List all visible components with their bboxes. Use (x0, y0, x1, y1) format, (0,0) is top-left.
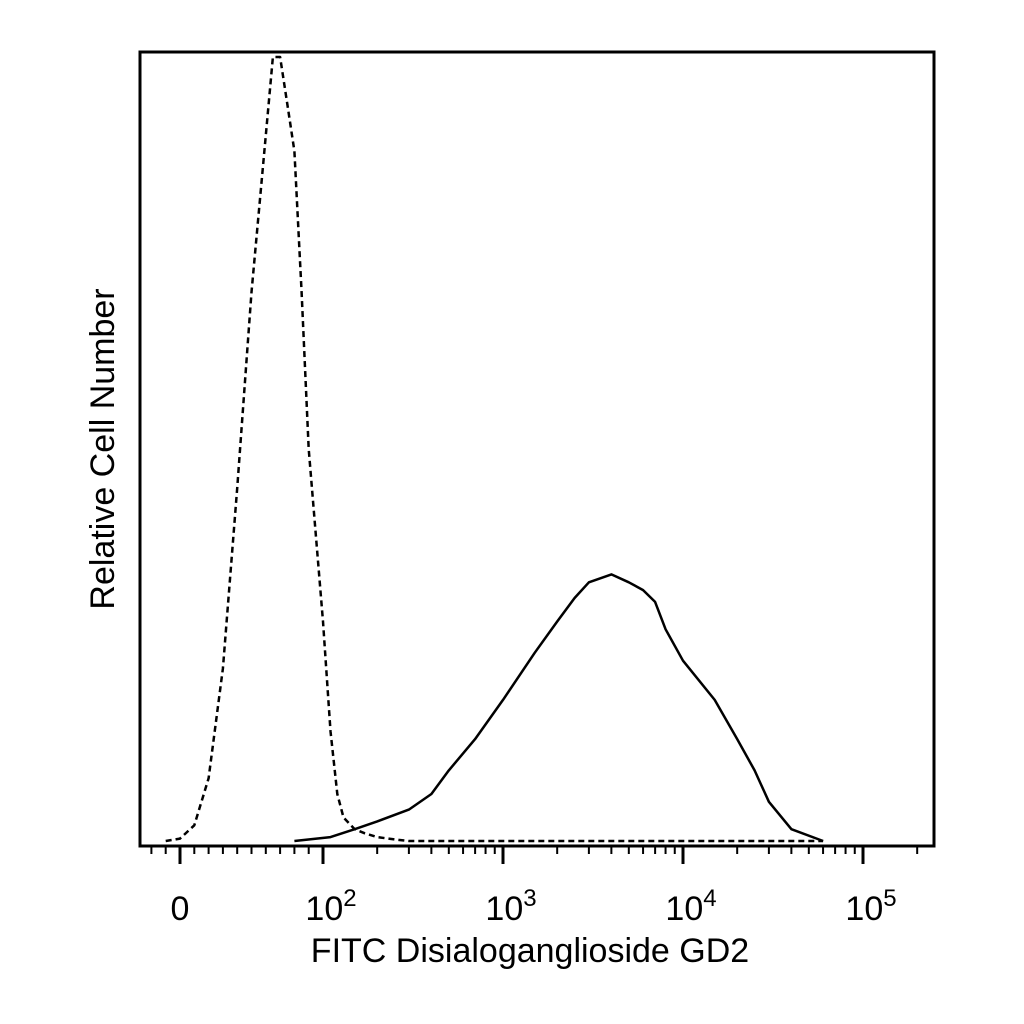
x-tick-label: 102 (305, 885, 356, 928)
control-histogram-line (165, 55, 824, 843)
stained-histogram-line (294, 573, 824, 843)
plot-frame (138, 50, 936, 848)
x-axis-major-ticks (178, 846, 865, 864)
plot-area (165, 55, 824, 843)
x-axis-title: FITC Disialoganglioside GD2 (311, 932, 749, 970)
x-axis-minor-ticks (150, 846, 919, 854)
x-tick-label: 0 (171, 890, 190, 928)
y-axis-title: Relative Cell Number (84, 288, 122, 609)
x-tick-label: 103 (485, 885, 536, 928)
x-axis-tick-labels: 0 102 103 104 105 (171, 885, 897, 928)
x-tick-label: 104 (665, 885, 716, 928)
x-tick-label: 105 (845, 885, 896, 928)
